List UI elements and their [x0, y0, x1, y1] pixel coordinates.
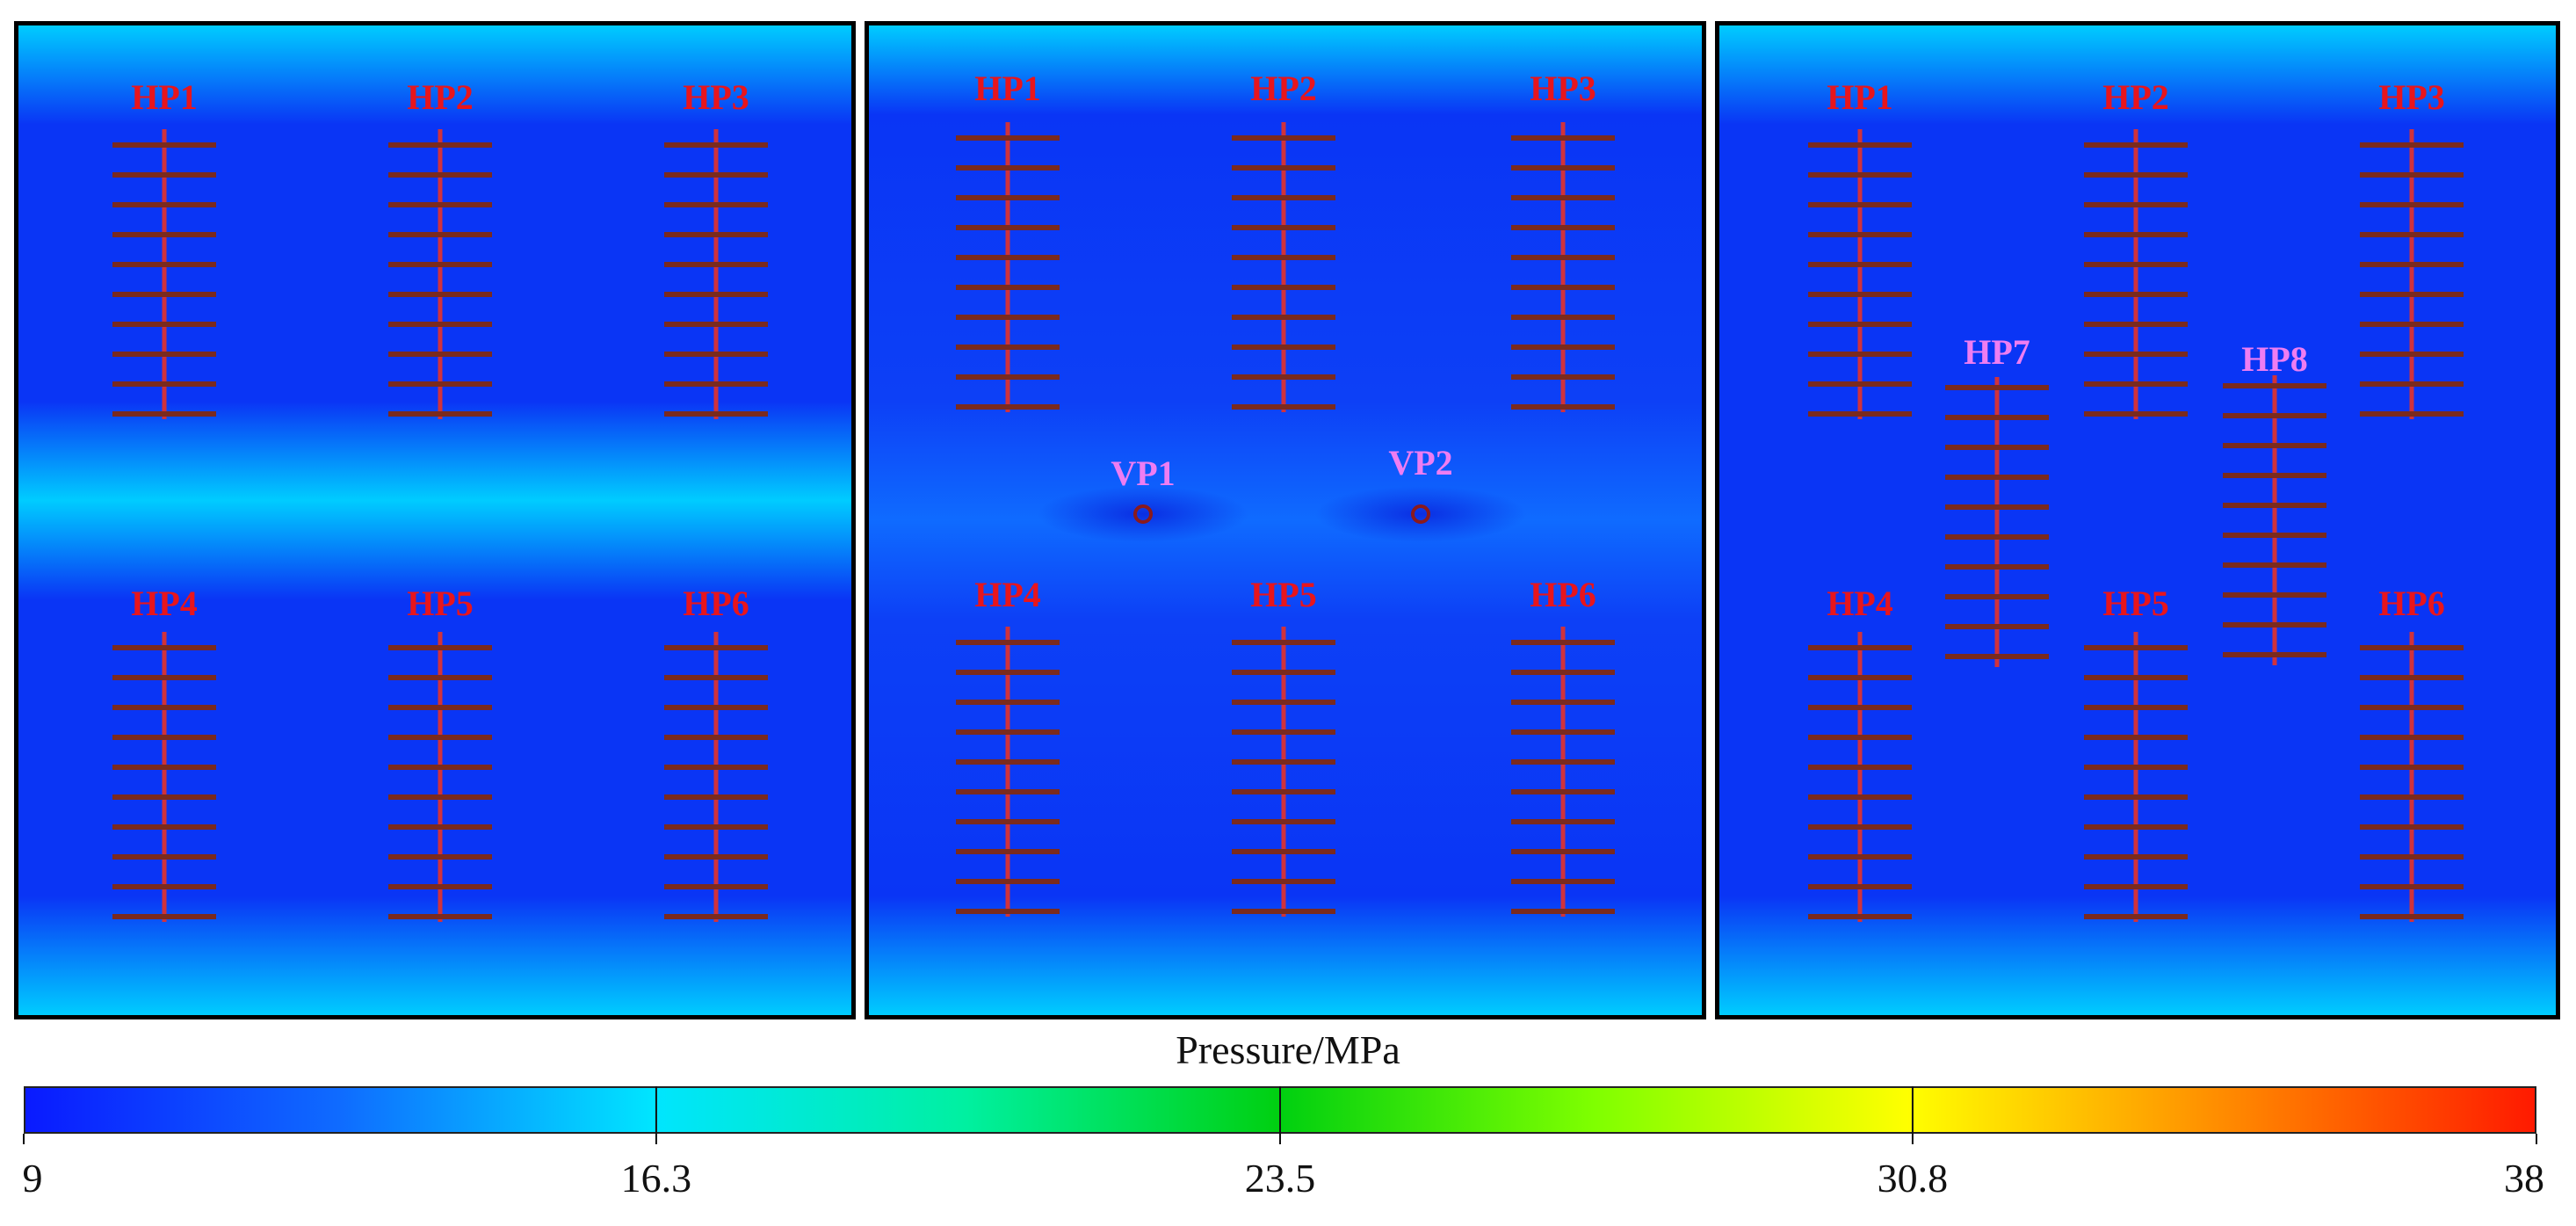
well-label-hp8: HP8	[2241, 339, 2308, 379]
well-label-hp4: HP4	[974, 575, 1041, 614]
colorbar-tick-label: 30.8	[1877, 1156, 1949, 1201]
colorbar-tick-label: 23.5	[1244, 1156, 1316, 1201]
colorbar-title: Pressure/MPa	[1176, 1027, 1400, 1072]
well-label-hp3: HP3	[683, 77, 749, 117]
colorbar-tick-label: 16.3	[620, 1156, 692, 1201]
well-label-hp4: HP4	[1827, 584, 1893, 623]
panel-a: HP1 HP2 HP3 HP4 HP5 HP6	[14, 21, 856, 1019]
well-label-hp2: HP2	[2102, 77, 2169, 117]
horizontal-well-hp4	[112, 632, 216, 922]
horizontal-well-hp5	[1232, 627, 1335, 917]
horizontal-well-hp5	[2084, 632, 2188, 922]
well-label-hp5: HP5	[1250, 575, 1317, 614]
well-label-hp5: HP5	[407, 584, 474, 623]
horizontal-well-hp3	[1511, 122, 1615, 412]
well-label-hp3: HP3	[2378, 77, 2445, 117]
colorbar-tick-label: 38	[2504, 1156, 2544, 1201]
horizontal-well-hp1	[956, 122, 1060, 412]
vertical-well-vp1	[1133, 504, 1153, 524]
panel-b: HP1 HP2 HP3 VP1 VP2 HP4 HP5 HP6	[865, 21, 1706, 1019]
horizontal-well-hp1	[1808, 129, 1912, 419]
horizontal-well-hp4	[956, 627, 1060, 917]
well-label-hp6: HP6	[1530, 575, 1596, 614]
horizontal-well-hp1	[112, 129, 216, 419]
horizontal-well-hp4	[1808, 632, 1912, 922]
horizontal-well-hp7	[1945, 377, 2049, 667]
pressure-field-a	[18, 25, 851, 1015]
well-label-hp4: HP4	[131, 584, 198, 623]
horizontal-well-hp2	[1232, 122, 1335, 412]
well-label-vp2: VP2	[1388, 443, 1453, 482]
horizontal-well-hp6	[664, 632, 768, 922]
horizontal-well-hp8	[2223, 375, 2326, 665]
well-label-hp6: HP6	[2378, 584, 2445, 623]
well-label-hp7: HP7	[1964, 332, 2030, 372]
well-label-vp1: VP1	[1111, 453, 1176, 493]
well-label-hp6: HP6	[683, 584, 749, 623]
horizontal-well-hp3	[664, 129, 768, 419]
colorbar-ticks	[23, 1086, 2537, 1144]
well-label-hp1: HP1	[131, 77, 198, 117]
horizontal-well-hp2	[2084, 129, 2188, 419]
horizontal-well-hp2	[388, 129, 492, 419]
horizontal-well-hp5	[388, 632, 492, 922]
vertical-well-vp2	[1411, 504, 1430, 524]
well-label-hp2: HP2	[1250, 69, 1317, 108]
well-label-hp2: HP2	[407, 77, 474, 117]
horizontal-well-hp6	[1511, 627, 1615, 917]
panel-c: HP1 HP2 HP3 HP7 HP8 HP4 HP5 HP6	[1715, 21, 2560, 1019]
horizontal-well-hp6	[2360, 632, 2464, 922]
colorbar-tick-label: 9	[22, 1156, 43, 1201]
horizontal-well-hp3	[2360, 129, 2464, 419]
well-label-hp1: HP1	[1827, 77, 1893, 117]
well-label-hp5: HP5	[2102, 584, 2169, 623]
well-label-hp3: HP3	[1530, 69, 1596, 108]
well-label-hp1: HP1	[974, 69, 1041, 108]
